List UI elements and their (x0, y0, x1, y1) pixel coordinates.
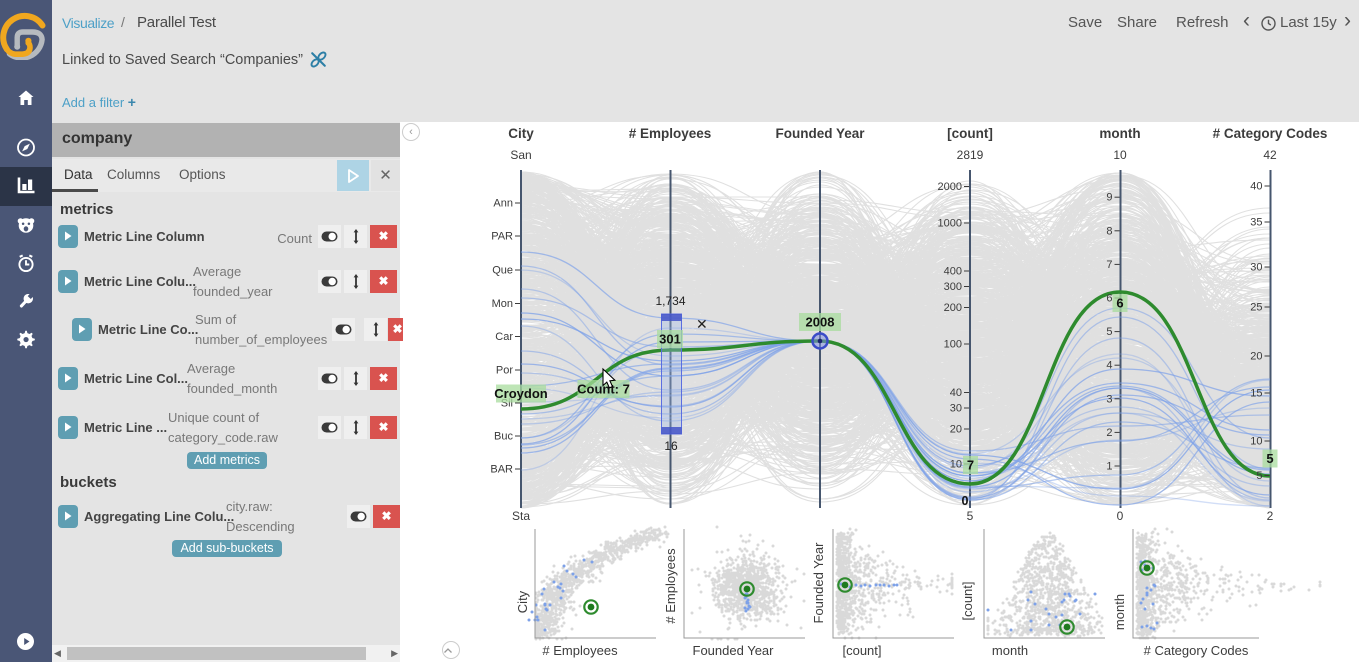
svg-text:City: City (515, 590, 530, 613)
svg-text:40: 40 (1250, 181, 1262, 193)
svg-text:2819: 2819 (957, 148, 984, 162)
svg-text:100: 100 (944, 339, 962, 351)
svg-text:0: 0 (1117, 509, 1124, 523)
svg-text:8: 8 (1106, 225, 1112, 237)
svg-text:Por: Por (496, 365, 513, 377)
svg-text:1000: 1000 (938, 218, 962, 230)
svg-text:16: 16 (664, 439, 678, 453)
svg-text:Count: 7: Count: 7 (577, 382, 630, 397)
svg-text:5: 5 (1266, 451, 1273, 466)
svg-text:Que: Que (492, 265, 513, 277)
svg-text:3: 3 (1106, 393, 1112, 405)
svg-text:1: 1 (1106, 461, 1112, 473)
svg-text:30: 30 (950, 403, 962, 415)
svg-text:City: City (508, 126, 534, 141)
svg-text:7: 7 (967, 458, 974, 473)
svg-text:10: 10 (1250, 436, 1262, 448)
svg-text:Founded Year: Founded Year (693, 643, 775, 658)
svg-text:month: month (1099, 126, 1140, 141)
svg-text:# Category Codes: # Category Codes (1213, 126, 1328, 141)
svg-text:15: 15 (1250, 388, 1262, 400)
svg-text:2: 2 (1267, 509, 1274, 523)
svg-text:Founded Year: Founded Year (811, 542, 826, 624)
svg-text:Car: Car (495, 331, 513, 343)
svg-text:35: 35 (1250, 217, 1262, 229)
svg-text:25: 25 (1250, 302, 1262, 314)
svg-text:6: 6 (1106, 293, 1112, 305)
svg-text:Buc: Buc (494, 431, 513, 443)
svg-text:[count]: [count] (960, 581, 975, 620)
svg-text:✕: ✕ (696, 316, 708, 332)
svg-text:10: 10 (1113, 148, 1127, 162)
svg-text:9: 9 (1106, 192, 1112, 204)
svg-text:[count]: [count] (947, 126, 993, 141)
svg-text:5: 5 (1256, 470, 1262, 482)
svg-text:# Employees: # Employees (663, 548, 678, 624)
svg-text:month: month (992, 643, 1028, 658)
svg-text:400: 400 (944, 266, 962, 278)
svg-text:20: 20 (950, 424, 962, 436)
svg-text:# Category Codes: # Category Codes (1144, 643, 1249, 658)
svg-text:San: San (510, 148, 531, 162)
svg-text:5: 5 (967, 509, 974, 523)
svg-text:PAR: PAR (491, 231, 513, 243)
svg-text:2008: 2008 (806, 315, 835, 330)
svg-text:2: 2 (1106, 427, 1112, 439)
svg-text:# Employees: # Employees (629, 126, 712, 141)
svg-text:Mon: Mon (492, 298, 513, 310)
svg-text:Ann: Ann (493, 198, 513, 210)
svg-text:4: 4 (1106, 360, 1112, 372)
svg-text:40: 40 (950, 387, 962, 399)
svg-text:Croydon: Croydon (494, 386, 548, 401)
svg-text:1,734: 1,734 (655, 294, 685, 308)
svg-text:7: 7 (1106, 259, 1112, 271)
svg-text:0: 0 (962, 494, 969, 508)
svg-text:301: 301 (659, 332, 681, 347)
svg-text:10: 10 (950, 459, 962, 471)
svg-text:[count]: [count] (842, 643, 881, 658)
svg-text:2000: 2000 (938, 181, 962, 193)
svg-text:# Employees: # Employees (542, 643, 618, 658)
svg-text:20: 20 (1250, 351, 1262, 363)
svg-text:Founded Year: Founded Year (775, 126, 865, 141)
svg-text:month: month (1112, 594, 1127, 630)
svg-text:6: 6 (1116, 296, 1123, 311)
svg-text:300: 300 (944, 281, 962, 293)
svg-text:5: 5 (1106, 326, 1112, 338)
svg-text:BAR: BAR (490, 464, 513, 476)
svg-text:30: 30 (1250, 262, 1262, 274)
svg-text:Sta: Sta (512, 509, 530, 523)
svg-text:200: 200 (944, 302, 962, 314)
svg-text:42: 42 (1263, 148, 1277, 162)
